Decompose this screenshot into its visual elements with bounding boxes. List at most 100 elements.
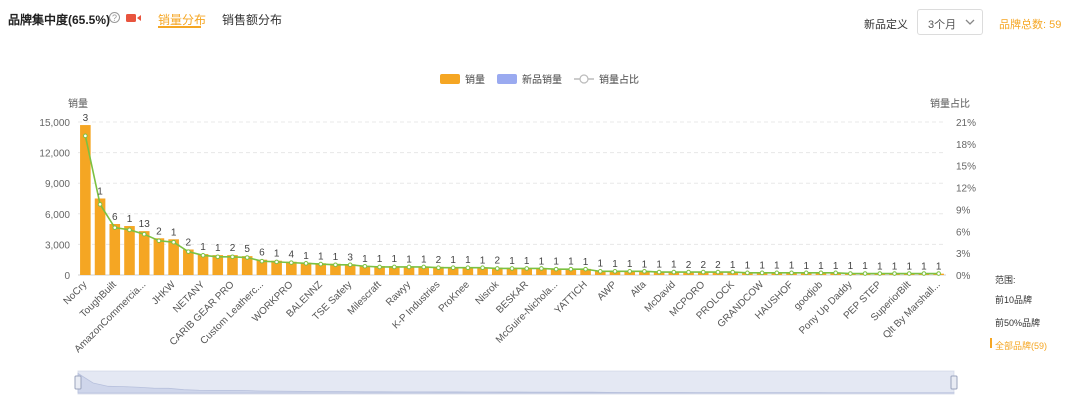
share-point[interactable] <box>553 266 559 272</box>
bar[interactable] <box>403 266 415 275</box>
share-point[interactable] <box>700 269 706 275</box>
share-point[interactable] <box>656 269 662 275</box>
bar[interactable] <box>227 255 238 275</box>
new-product-period-select[interactable]: 3个月 <box>917 9 983 35</box>
share-point[interactable] <box>921 271 927 276</box>
share-point[interactable] <box>141 231 147 237</box>
share-point[interactable] <box>436 265 441 271</box>
legend-swatch[interactable] <box>497 74 517 84</box>
legend-label[interactable]: 销量 <box>465 73 485 86</box>
legend-label[interactable]: 新品销量 <box>522 73 562 86</box>
bar[interactable] <box>256 259 268 275</box>
share-point[interactable] <box>244 255 250 260</box>
share-point[interactable] <box>494 266 500 271</box>
bar[interactable] <box>580 268 591 275</box>
bar[interactable] <box>80 125 91 275</box>
share-point[interactable] <box>200 253 206 258</box>
share-point[interactable] <box>715 269 721 275</box>
video-icon[interactable] <box>126 13 142 23</box>
bar[interactable] <box>477 267 488 275</box>
bar[interactable] <box>359 265 371 275</box>
share-point[interactable] <box>877 271 883 276</box>
share-point[interactable] <box>186 249 191 254</box>
legend-label[interactable]: 销量占比 <box>599 73 639 86</box>
bar[interactable] <box>183 249 194 276</box>
range-option-all[interactable]: 全部品牌(59) <box>995 341 1048 351</box>
share-point[interactable] <box>583 266 588 272</box>
bar[interactable] <box>168 239 179 275</box>
zoom-selection[interactable] <box>78 371 954 394</box>
share-point[interactable] <box>347 262 353 268</box>
share-point[interactable] <box>392 264 397 270</box>
zoom-handle-left[interactable] <box>74 375 82 390</box>
bar[interactable] <box>462 267 474 275</box>
bar[interactable] <box>550 268 562 275</box>
share-point[interactable] <box>215 254 221 260</box>
share-point[interactable] <box>465 265 471 271</box>
share-point[interactable] <box>848 271 853 276</box>
bar[interactable] <box>418 266 430 275</box>
bar[interactable] <box>447 267 459 275</box>
share-point[interactable] <box>774 270 780 276</box>
tab-sales-amount[interactable]: 销售额分布 <box>222 13 283 27</box>
tab-sales-volume[interactable]: 销量分布 <box>158 13 207 27</box>
share-point[interactable] <box>789 270 794 276</box>
share-point[interactable] <box>833 270 838 276</box>
share-point[interactable] <box>524 266 530 271</box>
bar[interactable] <box>344 264 356 275</box>
bar[interactable] <box>565 268 577 275</box>
share-point[interactable] <box>539 266 544 271</box>
bar[interactable] <box>241 256 253 275</box>
question-circle-icon[interactable]: ? <box>109 12 120 23</box>
share-point[interactable] <box>612 269 618 274</box>
share-point[interactable] <box>509 266 515 271</box>
bar[interactable] <box>212 255 224 275</box>
bar[interactable] <box>536 268 547 275</box>
bar[interactable] <box>506 267 518 275</box>
share-point[interactable] <box>377 264 382 270</box>
share-point[interactable] <box>156 238 162 244</box>
share-point[interactable] <box>627 269 632 274</box>
legend-swatch[interactable] <box>440 74 460 84</box>
share-point[interactable] <box>318 261 324 267</box>
share-point[interactable] <box>936 271 941 276</box>
share-point[interactable] <box>568 266 574 272</box>
share-point[interactable] <box>171 239 176 245</box>
share-point[interactable] <box>671 269 677 275</box>
range-option-top50pct[interactable]: 前50%品牌 <box>995 318 1041 328</box>
share-point[interactable] <box>97 202 103 207</box>
share-point[interactable] <box>906 271 912 276</box>
share-point[interactable] <box>730 269 735 275</box>
bar[interactable] <box>109 224 121 275</box>
bar[interactable] <box>330 263 341 275</box>
share-point[interactable] <box>745 270 750 276</box>
bar[interactable] <box>271 260 282 275</box>
bar[interactable] <box>286 261 297 275</box>
share-point[interactable] <box>686 269 691 275</box>
bar[interactable] <box>315 263 327 275</box>
bar[interactable] <box>138 231 150 275</box>
share-point[interactable] <box>112 225 118 230</box>
share-point[interactable] <box>83 133 88 139</box>
share-point[interactable] <box>597 269 603 274</box>
legend-line-marker[interactable] <box>579 74 589 84</box>
share-point[interactable] <box>406 264 412 270</box>
share-point[interactable] <box>480 265 485 271</box>
share-point[interactable] <box>642 269 647 274</box>
range-option-top10[interactable]: 前10品牌 <box>995 295 1033 305</box>
share-point[interactable] <box>289 260 294 265</box>
share-point[interactable] <box>274 259 279 265</box>
share-point[interactable] <box>362 263 368 269</box>
share-point[interactable] <box>303 261 309 266</box>
bar[interactable] <box>300 262 312 275</box>
zoom-handle-right[interactable] <box>950 375 958 390</box>
bar[interactable] <box>521 268 533 275</box>
share-point[interactable] <box>259 258 265 264</box>
bar[interactable] <box>433 266 444 275</box>
bar[interactable] <box>197 254 209 275</box>
share-point[interactable] <box>333 262 338 268</box>
bar[interactable] <box>124 226 135 275</box>
bar[interactable] <box>491 267 503 275</box>
share-point[interactable] <box>450 265 456 271</box>
bar[interactable] <box>94 198 106 276</box>
